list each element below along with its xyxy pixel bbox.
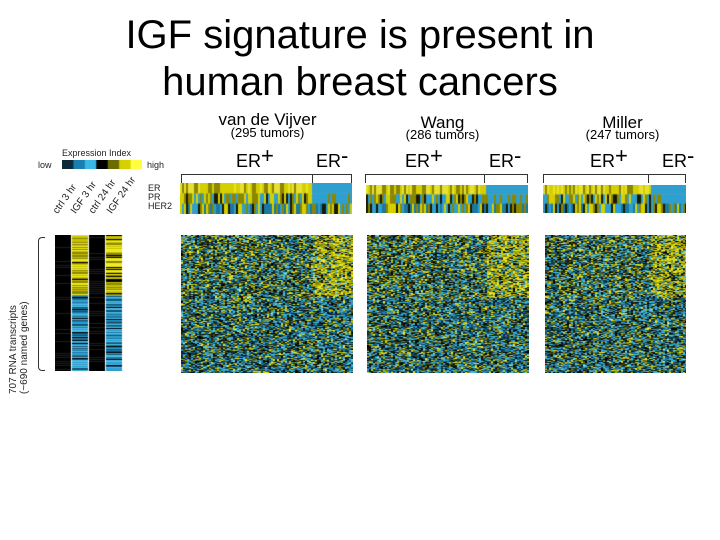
study-name: Miller <box>602 113 643 132</box>
study-count: (286 tumors) <box>405 127 480 142</box>
study-name: Wang <box>420 113 465 132</box>
er-negative-bracket <box>313 174 352 183</box>
slide-title-line-1: IGF signature is present in <box>125 13 595 57</box>
er-positive-label: ER+ <box>236 145 274 171</box>
er-text: ER <box>236 151 262 171</box>
row-label-her2: HER2 <box>148 201 173 211</box>
legend-colorbar <box>62 160 142 169</box>
clinical-annotation-bar <box>543 185 686 213</box>
er-sign: - <box>341 143 349 168</box>
tumor-heatmap <box>545 235 686 373</box>
er-text: ER <box>316 151 342 171</box>
er-positive-label: ER+ <box>405 145 443 171</box>
er-sign: - <box>514 143 522 168</box>
er-positive-bracket <box>181 174 313 183</box>
study-name: van de Vijver <box>218 110 317 129</box>
tumor-heatmap <box>367 235 529 373</box>
er-sign: + <box>430 143 443 168</box>
er-negative-label: ER- <box>316 145 348 171</box>
row-label-er: ER <box>148 183 161 193</box>
er-positive-bracket <box>365 174 485 183</box>
legend-title: Expression Index <box>62 148 132 158</box>
tumor-heatmap <box>181 235 353 373</box>
er-sign: - <box>687 143 695 168</box>
er-positive-bracket <box>543 174 649 183</box>
slide-title-line-2: human breast cancers <box>162 60 558 104</box>
slide-title: IGF signature is present in human breast… <box>0 12 720 106</box>
legend-low-label: low <box>38 160 52 170</box>
er-negative-label: ER- <box>662 145 694 171</box>
transcripts-label: 707 RNA transcripts (~690 named genes) <box>8 301 30 394</box>
er-sign: + <box>615 143 628 168</box>
clinical-annotation-bar <box>180 183 352 214</box>
er-text: ER <box>590 151 616 171</box>
er-negative-bracket <box>485 174 528 183</box>
er-text: ER <box>405 151 431 171</box>
er-text: ER <box>662 151 688 171</box>
transcripts-label-line-1: 707 RNA transcripts <box>8 305 19 394</box>
study-count: (247 tumors) <box>585 127 660 142</box>
study-count: (295 tumors) <box>230 125 305 140</box>
er-negative-bracket <box>649 174 686 183</box>
row-label-pr: PR <box>148 192 161 202</box>
legend-high-label: high <box>147 160 165 170</box>
igf-signature-heatmap <box>55 235 123 371</box>
er-positive-label: ER+ <box>590 145 628 171</box>
row-labels: ER PR HER2 <box>148 184 172 211</box>
er-sign: + <box>261 143 274 168</box>
transcripts-bracket <box>38 237 45 371</box>
er-negative-label: ER- <box>489 145 521 171</box>
er-text: ER <box>489 151 515 171</box>
transcripts-label-line-2: (~690 named genes) <box>19 301 30 394</box>
clinical-annotation-bar <box>366 185 528 213</box>
